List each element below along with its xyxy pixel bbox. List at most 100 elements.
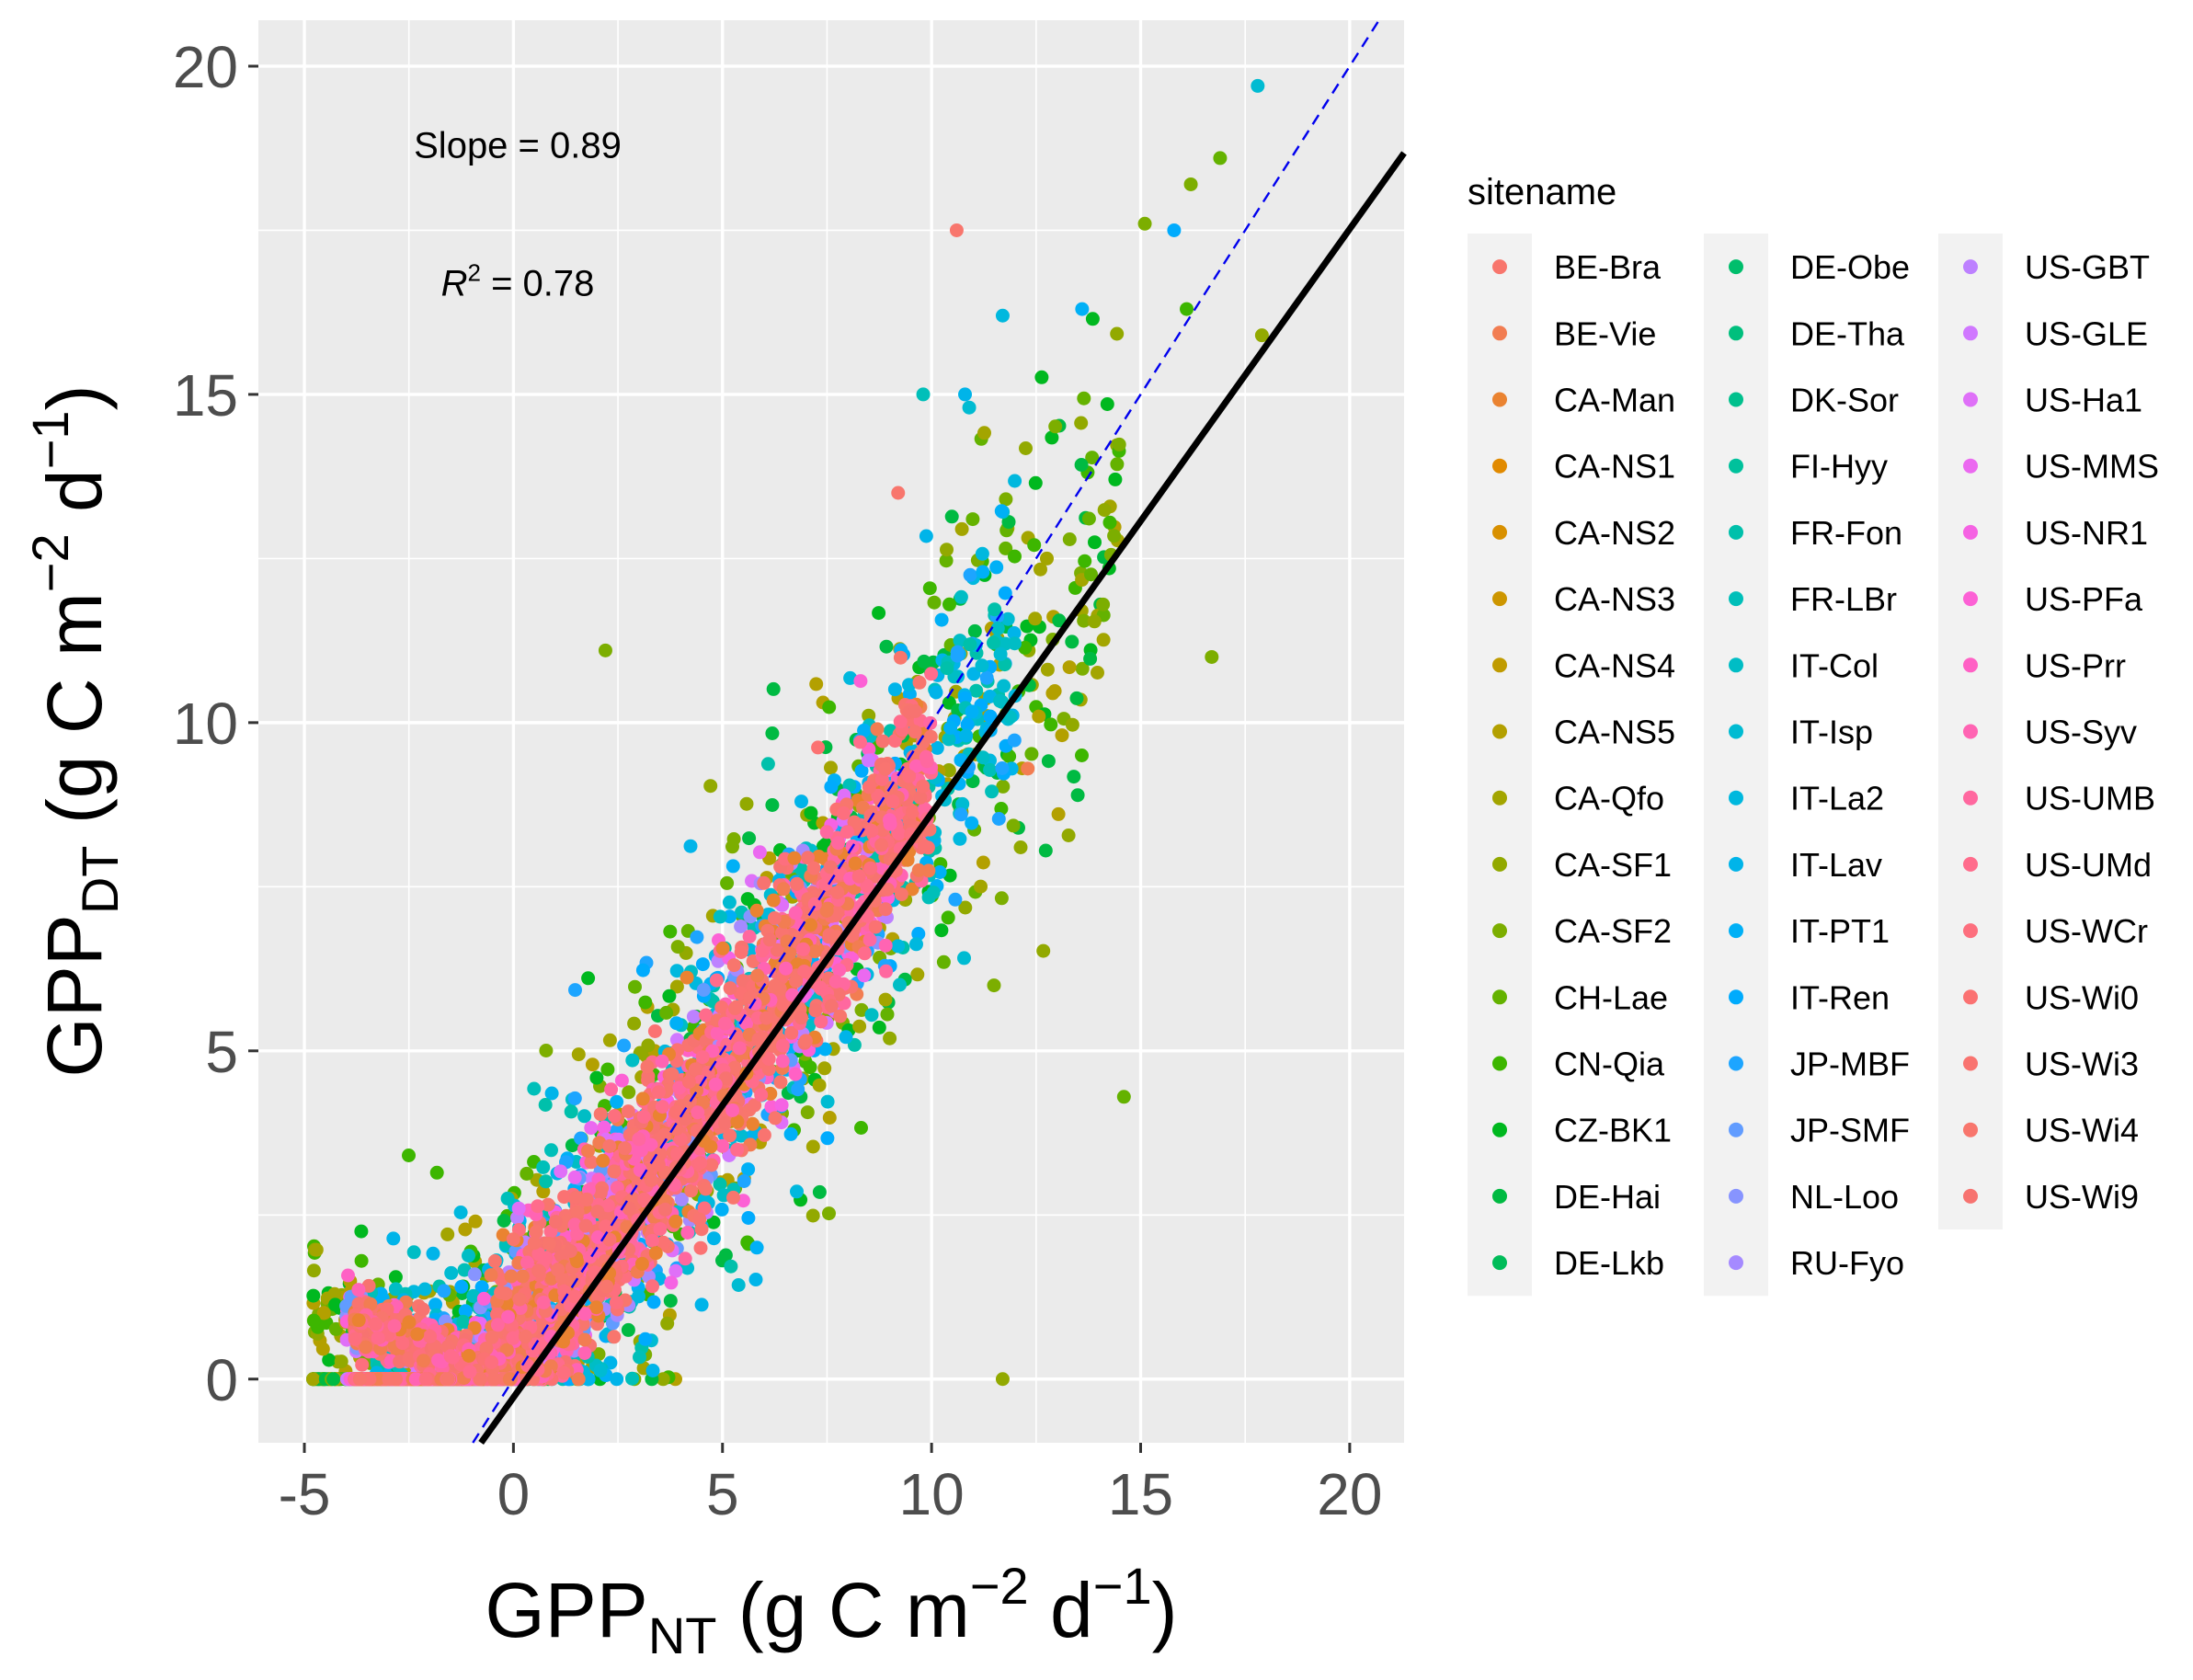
data-point: [355, 1357, 370, 1372]
data-point: [1083, 651, 1098, 666]
data-point: [520, 1255, 534, 1270]
data-point: [656, 1372, 670, 1387]
data-point: [579, 1193, 594, 1206]
data-point: [531, 1199, 545, 1214]
data-point: [1183, 177, 1198, 191]
data-point: [862, 932, 877, 947]
data-point: [857, 723, 872, 737]
data-point: [766, 681, 781, 696]
data-point: [958, 387, 973, 402]
data-point: [1084, 567, 1098, 582]
data-point: [628, 979, 642, 994]
data-point: [731, 1278, 746, 1292]
y-tick-label: 15: [173, 362, 238, 429]
data-point: [1028, 475, 1043, 490]
r-squared-symbol: R: [441, 264, 468, 304]
data-point: [426, 1246, 440, 1261]
data-point: [863, 808, 878, 823]
data-point: [741, 1211, 756, 1225]
data-point: [309, 1242, 324, 1257]
x-axis-label: GPPNT (g C m−2 d−1): [485, 1557, 1177, 1664]
data-point: [940, 661, 954, 676]
data-point: [527, 1236, 542, 1251]
data-point: [600, 1198, 615, 1213]
data-point: [602, 1139, 617, 1153]
data-point: [715, 941, 730, 955]
data-point: [598, 643, 612, 657]
data-point: [693, 1156, 708, 1171]
data-point: [726, 1190, 740, 1205]
data-point: [328, 1297, 343, 1312]
data-point: [921, 863, 936, 878]
data-point: [633, 1162, 647, 1177]
data-point: [1008, 474, 1022, 488]
data-point: [556, 1366, 571, 1380]
data-point: [690, 930, 704, 944]
data-point: [1116, 1090, 1131, 1104]
data-point: [879, 639, 894, 654]
data-point: [941, 910, 955, 925]
data-point: [773, 1075, 788, 1090]
data-point: [636, 1110, 651, 1124]
data-point: [688, 1062, 702, 1077]
data-point: [963, 637, 977, 652]
data-point: [906, 805, 920, 819]
data-point: [515, 1269, 530, 1284]
data-point: [1110, 326, 1125, 341]
data-point: [692, 1212, 707, 1227]
data-point: [708, 1077, 723, 1091]
data-point: [995, 308, 1010, 323]
data-point: [621, 1322, 635, 1337]
data-point: [908, 759, 923, 773]
data-point: [669, 1033, 684, 1047]
data-point: [794, 1011, 808, 1025]
data-point: [306, 1263, 321, 1278]
data-point: [902, 769, 917, 783]
data-point: [742, 831, 757, 846]
data-point: [764, 1100, 779, 1114]
data-point: [637, 1192, 652, 1206]
data-point: [760, 757, 775, 771]
data-point: [388, 1270, 403, 1285]
data-point: [776, 882, 791, 897]
data-point: [1096, 597, 1111, 611]
data-point: [653, 1222, 668, 1237]
data-point: [857, 946, 872, 961]
data-point: [341, 1268, 355, 1283]
data-point: [570, 1205, 585, 1219]
data-point: [788, 1067, 803, 1081]
data-point: [531, 1263, 545, 1278]
data-point: [985, 784, 999, 799]
data-point: [999, 492, 1013, 507]
data-point: [577, 1307, 592, 1321]
data-point: [724, 1259, 738, 1274]
data-point: [635, 963, 650, 977]
x-label-suffix: ): [1152, 1567, 1178, 1653]
data-point: [794, 794, 808, 809]
data-point: [725, 1103, 740, 1117]
data-point: [818, 877, 833, 891]
data-point: [589, 1070, 604, 1085]
data-point: [668, 1104, 683, 1119]
data-point: [942, 732, 956, 747]
data-point: [775, 1054, 790, 1069]
data-point: [621, 1104, 635, 1119]
data-point: [1040, 551, 1054, 566]
data-point: [1065, 717, 1079, 732]
data-point: [765, 798, 780, 812]
data-point: [1045, 430, 1059, 445]
data-point: [842, 778, 857, 793]
legend: sitename BE-BraBE-VieCA-ManCA-NS1CA-NS2C…: [1468, 172, 2159, 1297]
data-point: [911, 863, 926, 877]
data-point: [1000, 611, 1015, 626]
data-point: [655, 1100, 669, 1114]
y-tick-label: 20: [173, 34, 238, 100]
data-point: [953, 831, 967, 846]
data-point: [354, 1253, 369, 1268]
data-point: [709, 973, 724, 988]
data-point: [936, 954, 951, 969]
data-point: [790, 876, 805, 891]
data-point: [798, 1034, 813, 1048]
data-point: [544, 1143, 558, 1158]
data-point: [784, 1025, 799, 1040]
